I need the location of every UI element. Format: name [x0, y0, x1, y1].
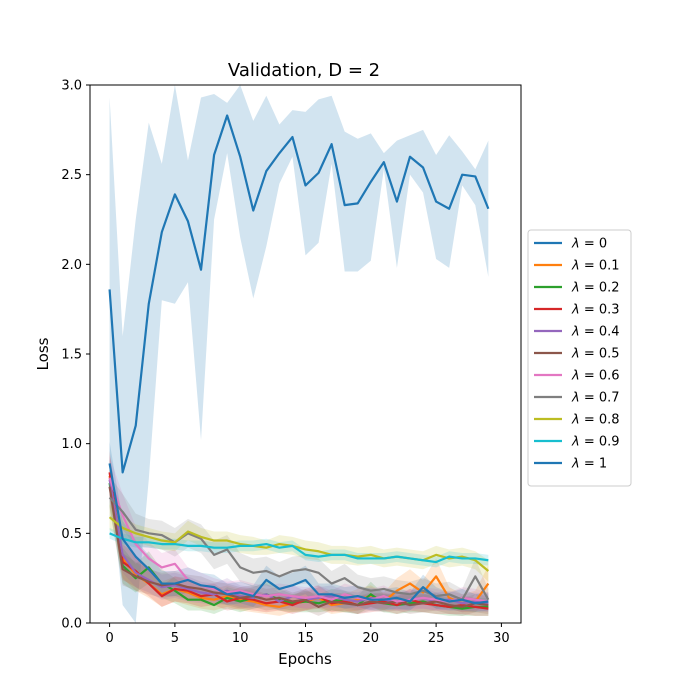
legend-label: λ = 0 [571, 237, 607, 252]
legend-item: λ = 0.4 [534, 325, 620, 340]
legend-item: λ = 0.5 [534, 347, 620, 362]
series-lines [108, 114, 490, 610]
x-tick-label: 30 [493, 631, 510, 646]
line-lambda-1 [108, 463, 489, 605]
legend-label: λ = 1 [571, 457, 607, 472]
x-tick-label: 20 [363, 631, 380, 646]
line-lambda-0-8 [108, 516, 490, 572]
band-0-4 [109, 458, 489, 613]
x-tick-label: 25 [428, 631, 445, 646]
legend-label: λ = 0.3 [571, 303, 620, 318]
legend-item: λ = 1 [534, 457, 607, 472]
legend-item: λ = 0.2 [534, 281, 620, 296]
legend-label: λ = 0.6 [571, 369, 620, 384]
y-tick-label: 2.5 [61, 168, 82, 183]
legend-label: λ = 0.7 [571, 391, 620, 406]
legend: λ = 0 λ = 0.1 λ = 0.2 λ = 0.3 λ = 0.4 λ = 0.5… [527, 229, 632, 487]
band-0-5 [109, 465, 489, 616]
x-axis: 0 5 10 15 20 25 30 [105, 623, 510, 646]
legend-item: λ = 0.8 [534, 413, 620, 428]
legend-label: λ = 0.5 [571, 347, 620, 362]
legend-label: λ = 0.8 [571, 413, 620, 428]
legend-label: λ = 0.4 [571, 325, 620, 340]
band-0-8 [109, 504, 489, 582]
x-axis-label: Epochs [278, 650, 332, 668]
x-tick-label: 0 [105, 631, 113, 646]
legend-item: λ = 0.6 [534, 369, 620, 384]
legend-label: λ = 0.9 [571, 435, 620, 450]
y-tick-label: 1.0 [61, 437, 82, 452]
x-tick-label: 15 [297, 631, 314, 646]
y-tick-label: 1.5 [61, 348, 82, 363]
legend-box [527, 229, 632, 487]
legend-item: λ = 0.9 [534, 435, 620, 450]
x-tick-label: 5 [171, 631, 179, 646]
legend-item: λ = 0.1 [534, 259, 620, 274]
y-tick-label: 0.0 [61, 617, 82, 632]
y-tick-label: 2.0 [61, 258, 82, 273]
y-axis-label: Loss [34, 337, 52, 370]
legend-label: λ = 0.1 [571, 259, 620, 274]
line-lambda-0 [108, 114, 490, 474]
chart-title: Validation, D = 2 [228, 60, 380, 81]
legend-item: λ = 0.7 [534, 391, 620, 406]
line-lambda-0-9 [109, 532, 489, 564]
band-0 [109, 85, 489, 623]
x-tick-label: 10 [232, 631, 249, 646]
y-axis: 0.0 0.5 1.0 1.5 2.0 2.5 3.0 [61, 79, 90, 632]
legend-label: λ = 0.2 [571, 281, 620, 296]
line-lambda-0-6 [108, 477, 489, 603]
y-tick-label: 3.0 [61, 79, 82, 94]
y-tick-label: 0.5 [61, 527, 82, 542]
legend-item: λ = 0 [534, 237, 607, 252]
legend-item: λ = 0.3 [534, 303, 620, 318]
